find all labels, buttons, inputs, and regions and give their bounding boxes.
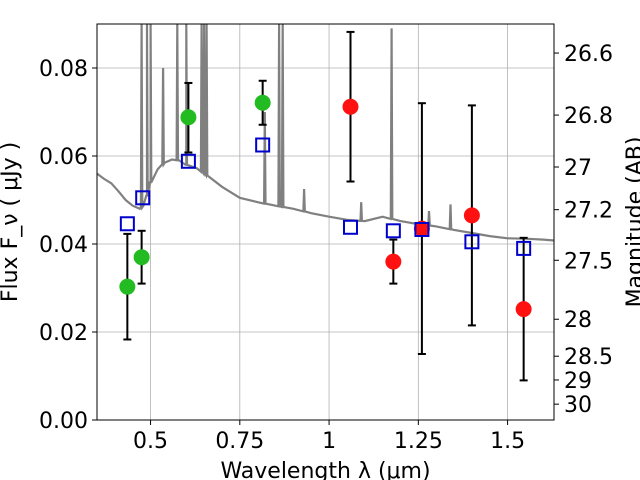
- y2-tick-label: 30: [564, 393, 592, 418]
- grid-lines: [97, 24, 554, 421]
- data-point-square: [180, 153, 196, 169]
- data-point-circle: [342, 98, 359, 115]
- y-tick-label: 0.00: [39, 409, 88, 434]
- data-point-circle: [463, 207, 480, 224]
- y-tick-label: 0.02: [39, 321, 88, 346]
- y2-tick-label: 27.5: [564, 249, 613, 274]
- data-point-square: [255, 137, 271, 153]
- data-point-circle: [385, 253, 402, 270]
- x-tick-label: 1.25: [394, 429, 443, 454]
- y-axis-title: Flux F_ν ( μJy ): [0, 142, 23, 302]
- y2-tick-label: 26.8: [564, 104, 613, 129]
- data-markers: [119, 94, 532, 318]
- data-point-circle: [515, 301, 532, 318]
- y-axis: 0.00 0.02 0.04 0.06 0.08: [39, 57, 97, 434]
- data-point-circle: [180, 109, 197, 126]
- y2-tick-label: 29: [564, 369, 592, 394]
- x-tick-label: 0.75: [215, 429, 264, 454]
- error-bars: [123, 30, 528, 382]
- data-point-square: [414, 221, 430, 237]
- data-point-circle: [119, 278, 136, 295]
- y-tick-label: 0.06: [39, 145, 88, 170]
- y2-tick-label: 27: [564, 156, 592, 181]
- x-tick-label: 1: [322, 429, 336, 454]
- x-tick-label: 1.5: [490, 429, 525, 454]
- data-point-circle: [413, 220, 430, 237]
- x-axis: 0.5 0.75 1 1.25 1.5: [133, 420, 525, 454]
- data-point-square: [342, 219, 358, 235]
- data-point-square: [135, 190, 151, 206]
- y2-axis-title: Magnitude (AB): [623, 137, 640, 308]
- y-tick-label: 0.04: [39, 233, 88, 258]
- data-point-square: [119, 216, 135, 232]
- x-axis-title: Wavelength λ (μm): [220, 459, 430, 480]
- data-point-square: [464, 234, 480, 250]
- y-tick-label: 0.08: [39, 57, 88, 82]
- data-point-square: [516, 240, 532, 256]
- data-point-circle: [133, 249, 150, 266]
- x-tick-label: 0.5: [133, 429, 168, 454]
- plot-frame: [96, 23, 555, 421]
- y2-tick-label: 28.5: [564, 345, 613, 370]
- model-spectrum: [97, 24, 554, 242]
- y2-tick-label: 27.2: [564, 199, 613, 224]
- data-point-square: [385, 223, 401, 239]
- data-point-circle: [254, 94, 271, 111]
- y2-tick-label: 26.6: [564, 42, 613, 67]
- spectrum-line: [97, 24, 554, 242]
- y2-tick-label: 28: [564, 308, 592, 333]
